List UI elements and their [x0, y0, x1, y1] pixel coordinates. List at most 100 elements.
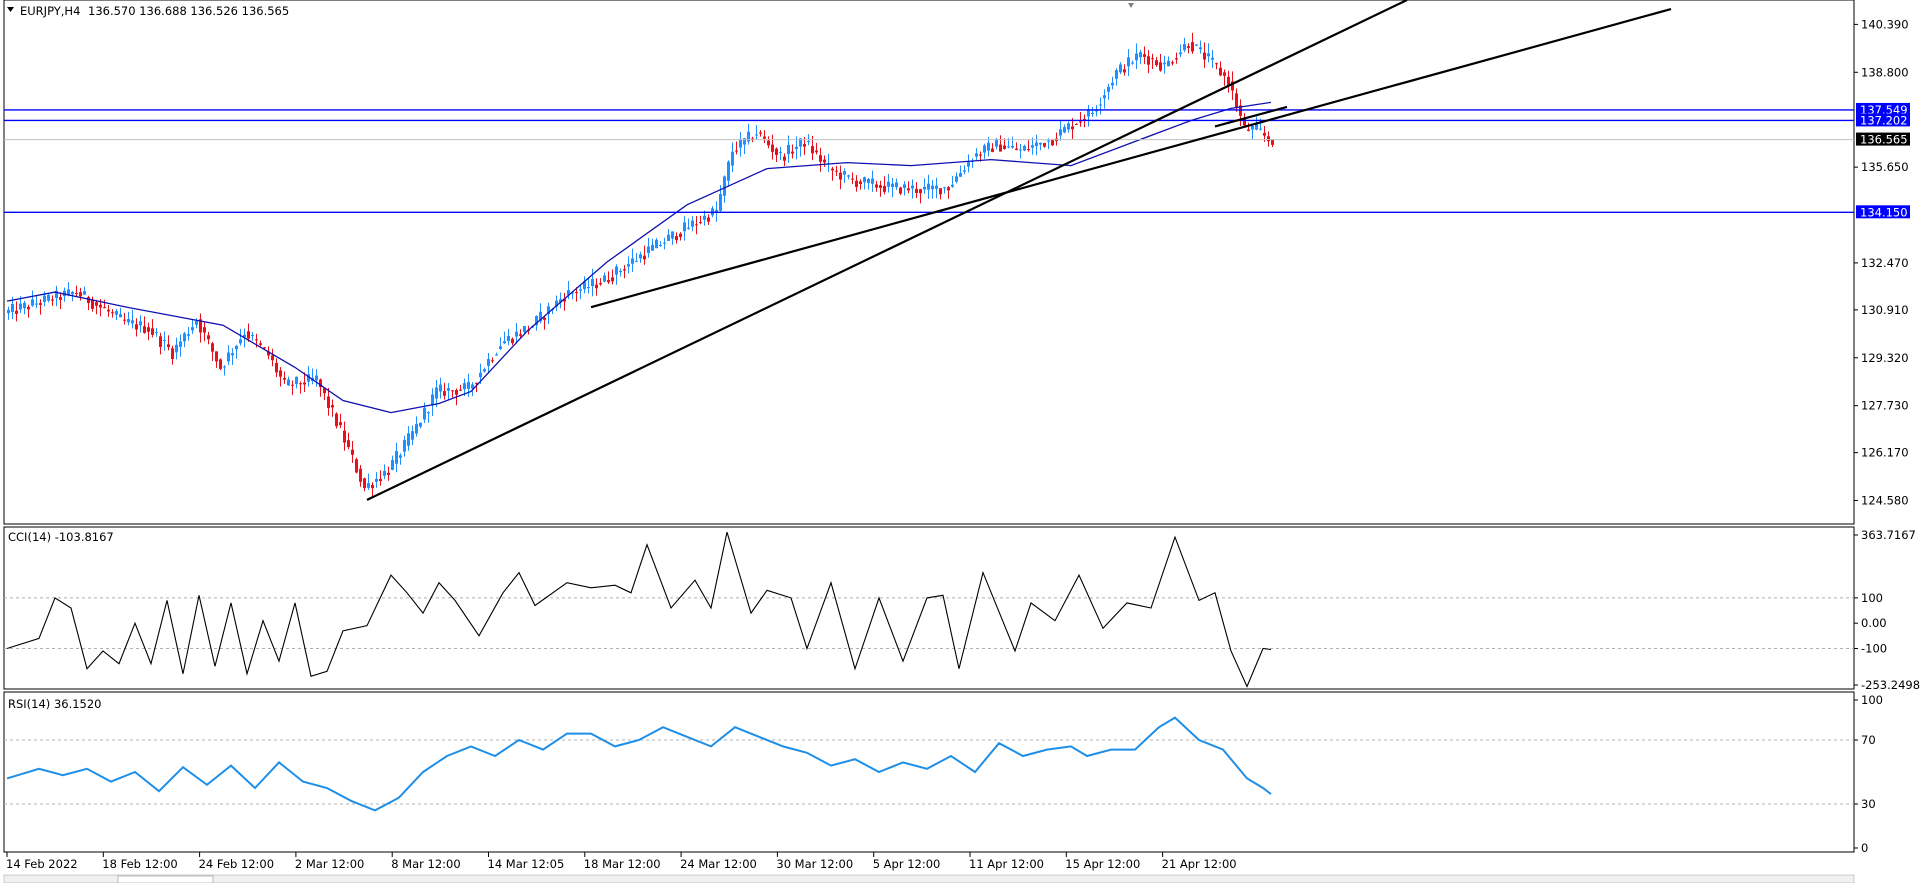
candle-bull	[187, 334, 190, 336]
candle-bull	[559, 299, 562, 303]
trendlines[interactable]	[366, 0, 1672, 501]
candle-bull	[287, 379, 290, 386]
candle-bull	[127, 319, 130, 323]
candle-bull	[639, 254, 642, 259]
candle-bull	[843, 171, 846, 175]
time-axis-label: 24 Mar 12:00	[680, 857, 757, 871]
candle-bear	[623, 269, 626, 271]
candle-bull	[591, 278, 594, 287]
candle-bear	[643, 255, 646, 260]
candle-bear	[563, 298, 566, 302]
candle-bear	[819, 155, 822, 162]
candle-bear	[823, 159, 826, 163]
candle-bull	[435, 387, 438, 399]
candle-bear	[355, 459, 358, 473]
candle-bear	[199, 319, 202, 333]
candle-bull	[743, 138, 746, 145]
candle-bear	[455, 389, 458, 395]
candle-bear	[767, 140, 770, 146]
candle-bear	[695, 224, 698, 226]
rsi-tick-label: 0	[1861, 841, 1868, 855]
candle-bull	[967, 161, 970, 167]
candle-bull	[55, 290, 58, 299]
candle-bull	[663, 242, 666, 244]
candle-bear	[899, 187, 902, 194]
level-price-label: 137.202	[1860, 113, 1908, 127]
chart-shift-marker-icon[interactable]	[1128, 3, 1134, 8]
last-price-badge	[1856, 132, 1910, 146]
candle-bear	[303, 382, 306, 385]
candle-bear	[1051, 140, 1054, 146]
candle-bear	[79, 292, 82, 297]
candle-bear	[771, 144, 774, 152]
candle-bull	[703, 215, 706, 220]
candle-bull	[523, 326, 526, 333]
candle-bull	[895, 182, 898, 188]
candle-bear	[491, 360, 494, 362]
candle-bear	[1155, 60, 1158, 66]
cci-line[interactable]	[6, 531, 1272, 688]
candle-bull	[1207, 53, 1210, 57]
candle-bear	[675, 236, 678, 241]
candle-bear	[883, 185, 886, 192]
candle-bull	[1023, 145, 1026, 151]
candle-bull	[195, 320, 198, 325]
candle-bear	[599, 283, 602, 285]
candle-bull	[487, 359, 490, 366]
candle-bear	[815, 150, 818, 153]
candle-bear	[135, 324, 138, 330]
candle-bull	[43, 295, 46, 302]
candle-bear	[51, 299, 54, 301]
candle-bear	[323, 387, 326, 394]
bottom-tab-active[interactable]	[117, 875, 214, 883]
level-price-badge	[1856, 113, 1910, 127]
candle-bull	[1091, 112, 1094, 114]
candle-bull	[923, 186, 926, 190]
trendline[interactable]	[1214, 105, 1288, 128]
candle-bull	[671, 231, 674, 239]
candle-bull	[23, 302, 26, 309]
candle-bull	[507, 336, 510, 342]
level-price-badge	[1856, 102, 1910, 116]
candle-bull	[547, 306, 550, 314]
candle-bear	[907, 188, 910, 191]
symbol-menu-arrow-icon[interactable]	[7, 7, 14, 12]
candle-bear	[95, 302, 98, 306]
candle-bull	[1131, 62, 1134, 64]
candle-bear	[327, 396, 330, 408]
cci-title: CCI(14) -103.8167	[8, 530, 114, 544]
time-axis-label: 15 Apr 12:00	[1065, 857, 1140, 871]
trendline[interactable]	[366, 0, 1408, 501]
candle-bear	[543, 317, 546, 320]
candle-bull	[251, 334, 254, 336]
price-pane[interactable]	[3, 0, 1855, 525]
candle-bull	[439, 384, 442, 392]
candle-bull	[635, 260, 638, 262]
candle-bear	[879, 185, 882, 188]
candle-bear	[519, 334, 522, 336]
candle-bull	[1111, 82, 1114, 86]
candle-bear	[1003, 145, 1006, 149]
ma-line[interactable]	[6, 101, 1272, 414]
candle-bull	[463, 383, 466, 390]
candle-bull	[383, 470, 386, 476]
candle-bull	[555, 300, 558, 307]
rsi-pane[interactable]	[3, 691, 1855, 853]
candle-bull	[631, 258, 634, 264]
candle-bull	[1035, 142, 1038, 147]
trendline[interactable]	[590, 7, 1672, 309]
candle-bear	[319, 379, 322, 388]
symbol-header: EURJPY,H4	[20, 4, 80, 18]
candle-bull	[755, 134, 758, 136]
candle-bull	[227, 352, 230, 362]
rsi-line[interactable]	[6, 716, 1272, 812]
cci-pane[interactable]	[3, 526, 1855, 690]
candle-bull	[667, 234, 670, 241]
price-tick-label: 129.320	[1861, 351, 1909, 365]
candle-bull	[235, 345, 238, 350]
bottom-scrollbar-track[interactable]	[3, 874, 1855, 883]
candle-bull	[571, 292, 574, 294]
candle-bull	[1099, 104, 1102, 106]
candles	[7, 32, 1274, 497]
